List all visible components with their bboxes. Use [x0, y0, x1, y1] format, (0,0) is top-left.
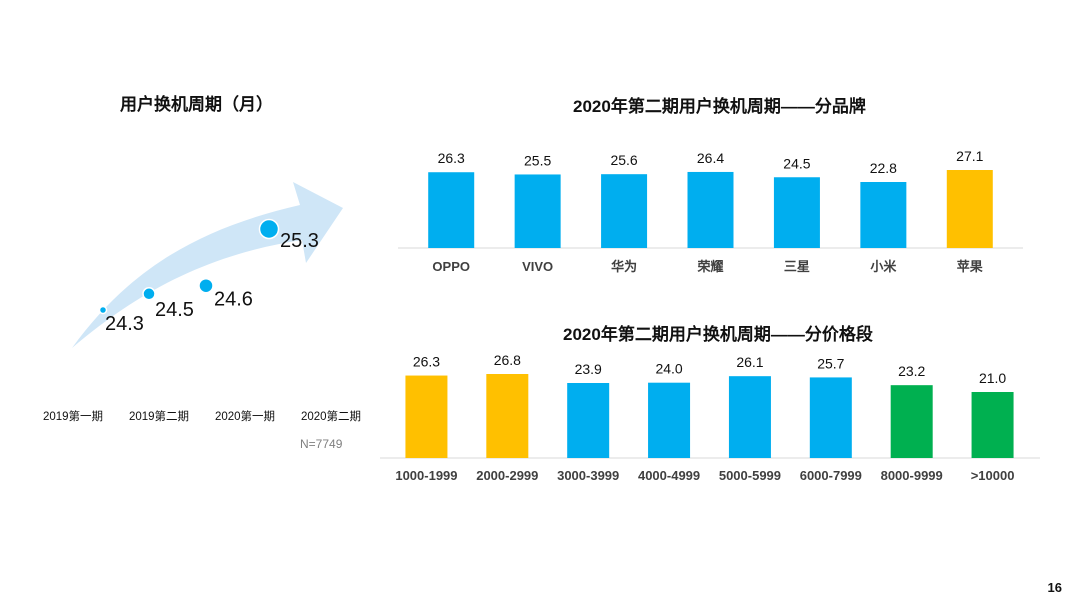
bar: [728, 376, 771, 458]
trend-value-label: 24.3: [105, 313, 144, 335]
bar: [486, 374, 529, 458]
trend-category-label: 2020第一期: [215, 409, 275, 423]
bar-value-label: 22.8: [870, 160, 897, 176]
sample-size-note: N=7749: [300, 437, 343, 451]
bar-category-label: 3000-3999: [557, 468, 619, 483]
bar: [648, 382, 691, 458]
price-bar-chart: 26.3 1000-1999 26.8 2000-2999 23.9 3000-3999 2…: [380, 352, 1040, 483]
bar: [687, 171, 734, 248]
bar-category-label: 小米: [870, 259, 897, 274]
trend-point: [142, 287, 156, 301]
bar-category-label: 荣耀: [696, 259, 723, 274]
bar-value-label: 26.3: [438, 150, 465, 166]
bar-value-label: 26.1: [736, 354, 763, 370]
trend-value-label: 24.5: [155, 299, 194, 321]
bar: [601, 174, 648, 248]
bar-value-label: 26.3: [413, 354, 440, 370]
trend-category-label: 2019第二期: [129, 409, 189, 423]
bar: [514, 174, 561, 248]
trend-category-label: 2019第一期: [43, 409, 103, 423]
bar-category-label: 5000-5999: [719, 468, 781, 483]
bar-category-label: VIVO: [522, 259, 553, 274]
bar-value-label: 24.0: [655, 361, 682, 377]
bar: [860, 182, 907, 248]
price-chart-title: 2020年第二期用户换机周期——分价格段: [563, 325, 873, 344]
bar-category-label: 苹果: [957, 259, 983, 274]
bar-category-label: >10000: [971, 468, 1015, 483]
trend-point: [258, 218, 280, 240]
bar: [773, 177, 820, 248]
trend-chart: 24.3 2019第一期 24.5 2019第二期 24.6 2020第一期 25.3 202…: [43, 182, 361, 423]
bar: [428, 172, 475, 248]
trend-point: [98, 305, 108, 315]
bar: [946, 170, 993, 248]
bar-category-label: OPPO: [432, 259, 470, 274]
bar-category-label: 三星: [784, 259, 810, 274]
bar-value-label: 25.7: [817, 355, 844, 371]
bar-value-label: 23.9: [575, 361, 602, 377]
trend-point: [198, 277, 214, 294]
bar-category-label: 1000-1999: [395, 468, 457, 483]
bar: [890, 385, 933, 458]
trend-value-label: 24.6: [214, 289, 253, 311]
bar-value-label: 24.5: [783, 155, 810, 171]
bar-value-label: 27.1: [956, 148, 983, 164]
trend-category-label: 2020第二期: [301, 409, 361, 423]
left-chart-title: 用户换机周期（月）: [120, 95, 273, 114]
bar-value-label: 25.5: [524, 152, 551, 168]
bar: [567, 383, 610, 458]
bar-category-label: 8000-9999: [881, 468, 943, 483]
bar-value-label: 23.2: [898, 363, 925, 379]
brand-chart-title: 2020年第二期用户换机周期——分品牌: [573, 97, 866, 116]
bar-category-label: 4000-4999: [638, 468, 700, 483]
bar: [405, 375, 448, 458]
bar-value-label: 26.4: [697, 150, 724, 166]
brand-bar-chart: 26.3 OPPO 25.5 VIVO 25.6 华为 26.4 荣耀 24.5 三星 22.8 小米…: [398, 148, 1023, 274]
bar-value-label: 21.0: [979, 370, 1006, 386]
trend-value-label: 25.3: [280, 230, 319, 252]
bar-value-label: 25.6: [610, 152, 637, 168]
bar-category-label: 6000-7999: [800, 468, 862, 483]
bar: [809, 377, 852, 458]
bar: [971, 392, 1014, 458]
page-number: 16: [1047, 580, 1062, 595]
bar-value-label: 26.8: [494, 352, 521, 368]
bar-category-label: 华为: [611, 259, 637, 274]
bar-category-label: 2000-2999: [476, 468, 538, 483]
